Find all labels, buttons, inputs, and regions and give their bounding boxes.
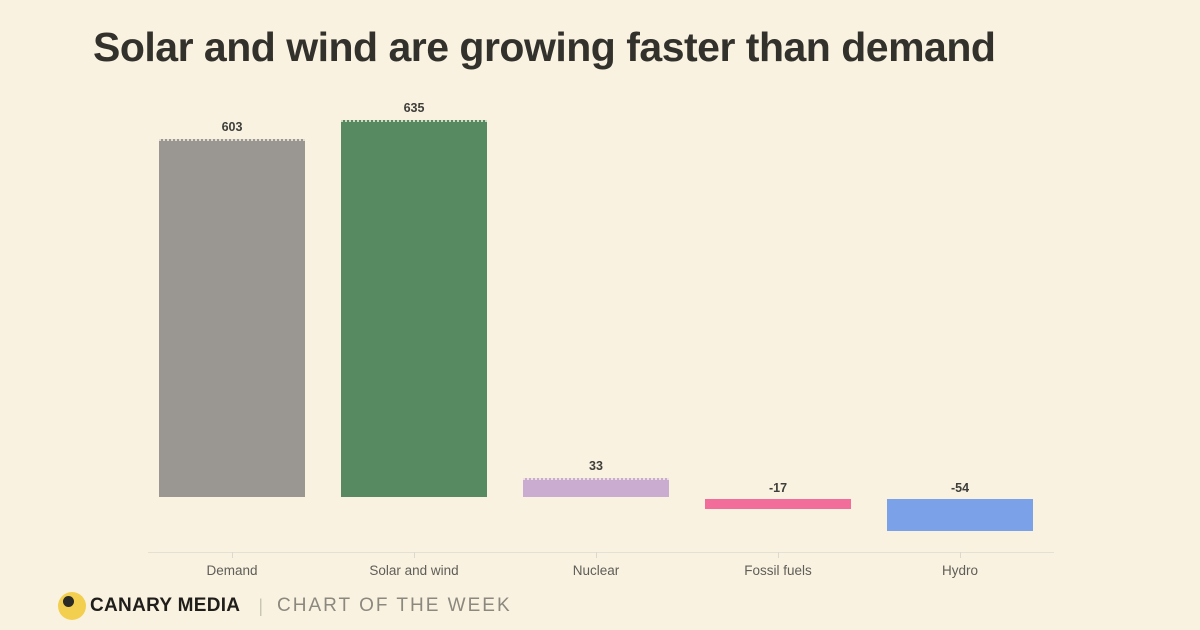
bar-hydro <box>887 499 1033 532</box>
brand-name: CANARY MEDIA <box>90 595 241 616</box>
series-label: CHART OF THE WEEK <box>277 595 512 616</box>
x-axis-tick <box>960 552 961 558</box>
x-axis-tick <box>232 552 233 558</box>
bar-nuclear <box>523 477 669 498</box>
bar-chart: 603 Demand 635 Solar and wind 33 Nuclear -17 Fo… <box>148 95 1060 595</box>
value-label: -17 <box>768 481 788 495</box>
category-label: Fossil fuels <box>744 563 812 578</box>
x-axis-tick <box>414 552 415 558</box>
footer-divider: | <box>258 595 264 616</box>
category-label: Hydro <box>941 563 978 578</box>
x-axis-tick <box>778 552 779 558</box>
bar-demand <box>159 139 305 498</box>
bar-fossil-fuels <box>705 499 851 510</box>
value-label: -54 <box>950 481 970 495</box>
canary-logo-dot-icon <box>63 596 74 607</box>
value-label: 635 <box>403 100 425 115</box>
footer: CANARY MEDIA | CHART OF THE WEEK <box>58 591 512 621</box>
canary-logo-icon <box>58 592 86 620</box>
x-axis-tick <box>596 552 597 558</box>
page-title: Solar and wind are growing faster than d… <box>93 24 996 70</box>
category-label: Nuclear <box>572 563 620 578</box>
value-label: 603 <box>221 120 243 135</box>
x-axis-line <box>148 552 1054 553</box>
value-label: 33 <box>589 458 603 473</box>
bar-solar-and-wind <box>341 119 487 498</box>
category-label: Demand <box>206 563 258 578</box>
category-label: Solar and wind <box>369 563 459 578</box>
